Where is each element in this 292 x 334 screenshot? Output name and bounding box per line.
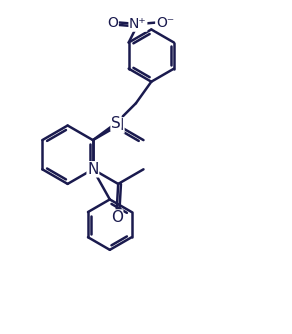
Text: O: O (107, 16, 118, 29)
Text: N: N (112, 118, 124, 133)
Text: N: N (87, 162, 99, 177)
Text: N⁺: N⁺ (129, 17, 147, 31)
Text: O⁻: O⁻ (156, 16, 174, 29)
Text: S: S (111, 116, 121, 131)
Text: O: O (111, 210, 123, 225)
